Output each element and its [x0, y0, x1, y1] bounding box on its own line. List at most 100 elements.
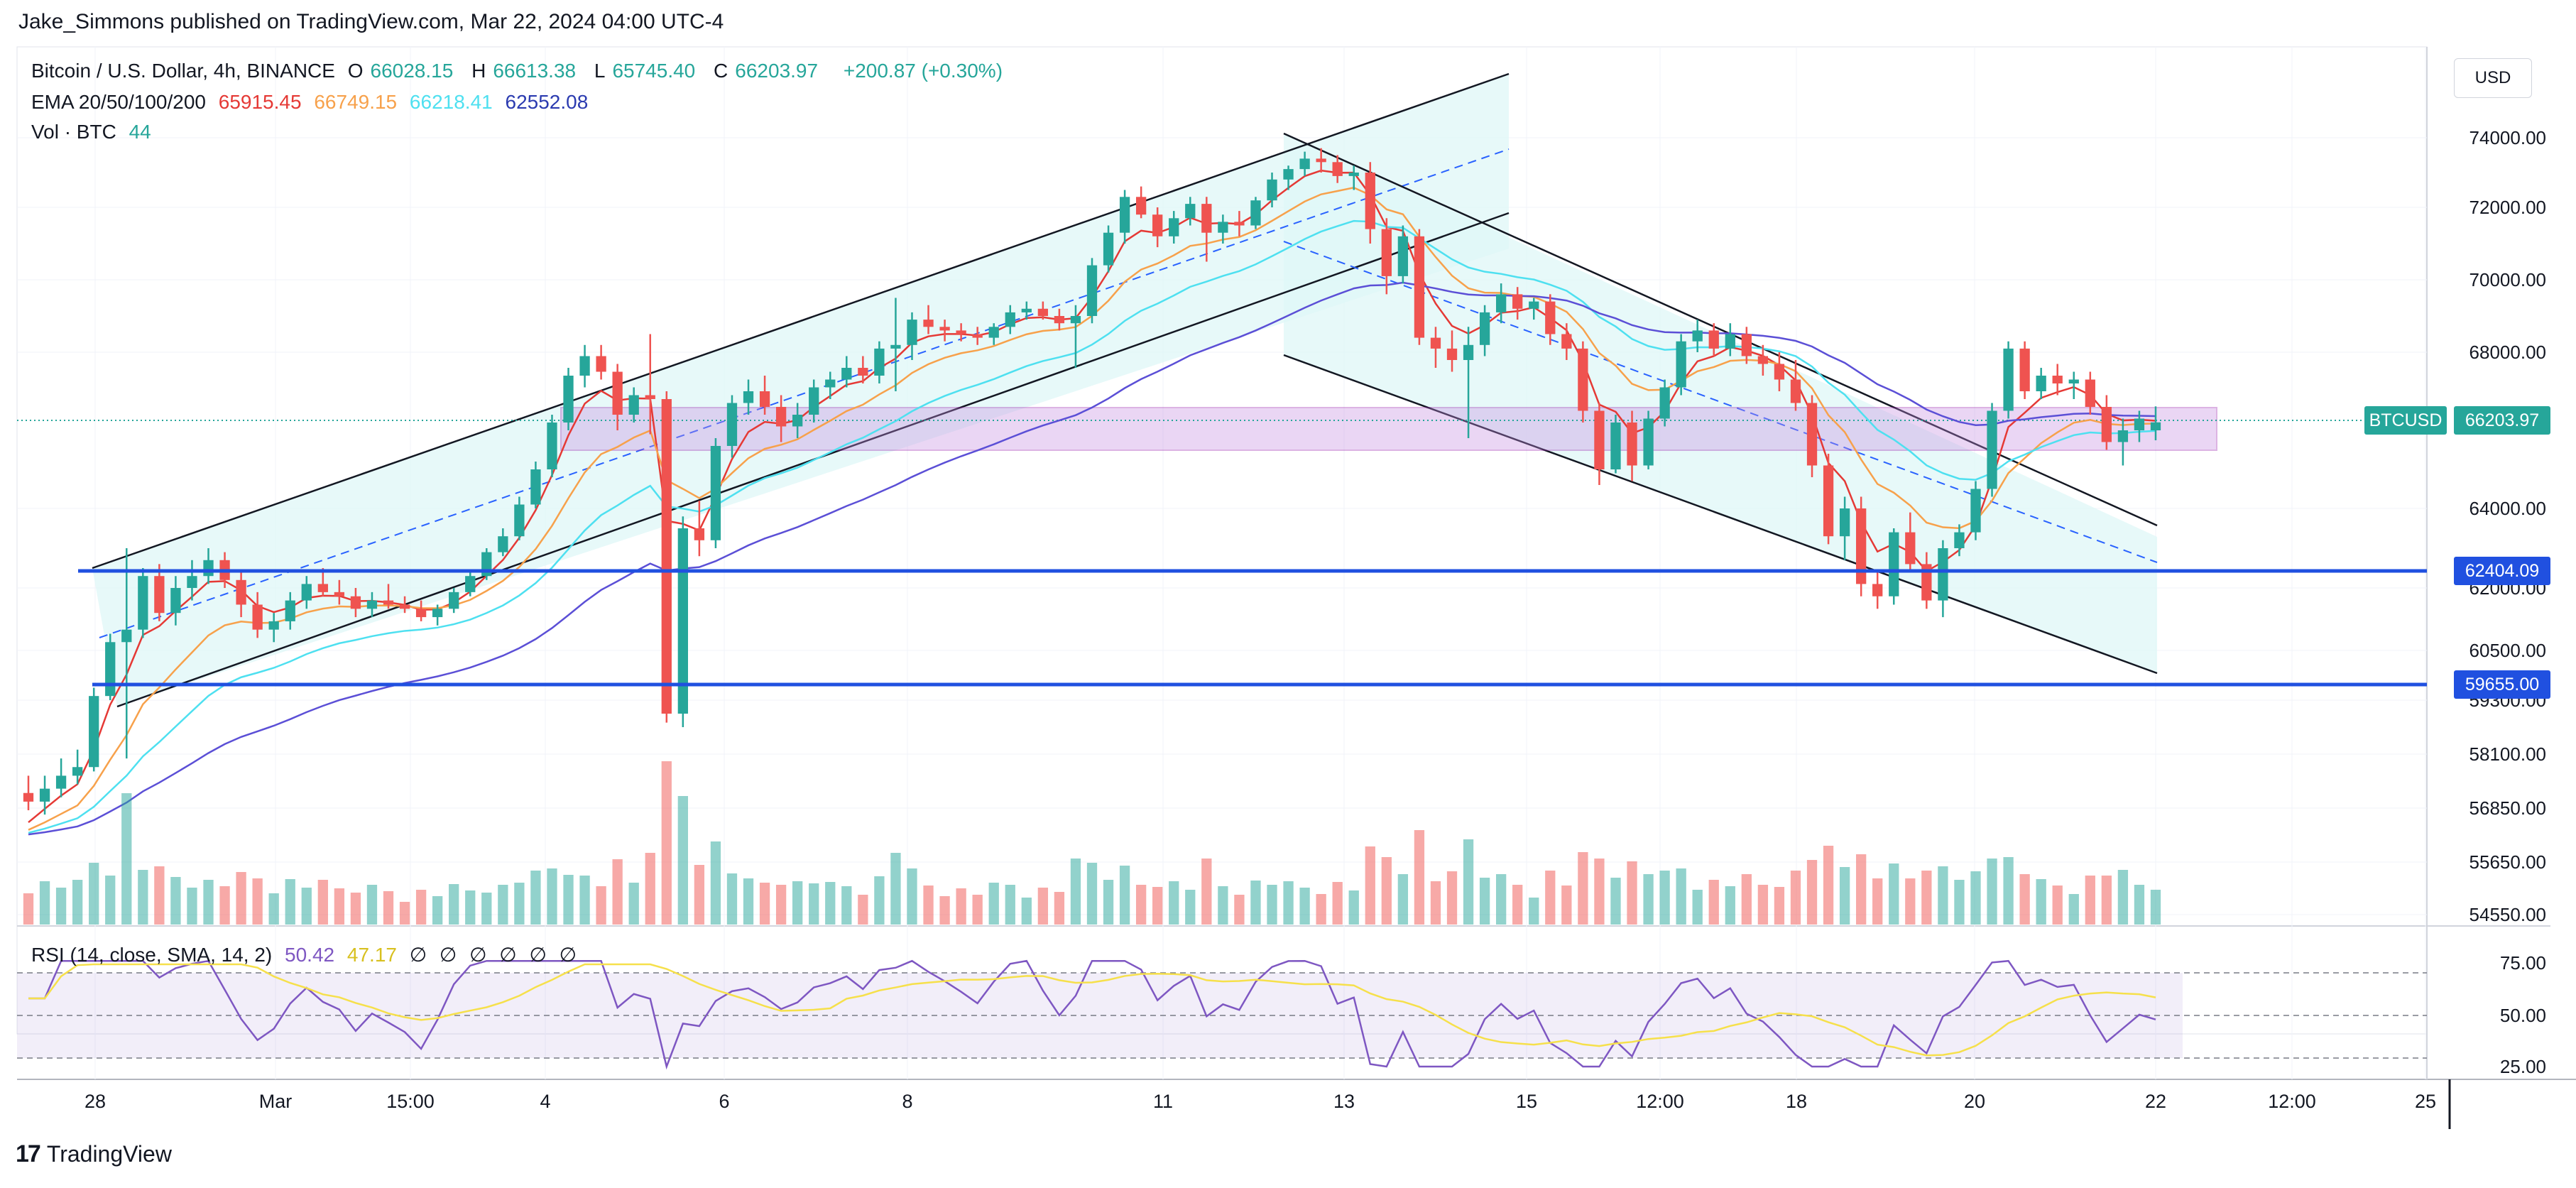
volume-bar: [1659, 871, 1670, 925]
volume-bar: [432, 896, 443, 925]
candle-body: [1365, 173, 1375, 229]
volume-bar: [1529, 898, 1539, 925]
volume-bar: [236, 872, 246, 925]
candle-body: [1561, 334, 1572, 349]
candle-body: [1970, 489, 1981, 533]
candle-body: [563, 376, 574, 423]
volume-bar: [2085, 876, 2095, 925]
volume-bar: [743, 878, 754, 925]
candle-body: [2036, 376, 2046, 391]
volume-bar: [874, 876, 885, 925]
y-axis-label: 72000.00: [2469, 197, 2546, 218]
volume-bar: [825, 882, 836, 925]
candle-body: [923, 320, 934, 327]
volume-bar: [1938, 866, 1948, 925]
volume-bar: [334, 888, 345, 925]
volume-bar: [2134, 885, 2145, 925]
volume-bar: [775, 885, 787, 925]
ema100-line: [28, 219, 2156, 834]
candle-body: [547, 423, 557, 469]
volume-bar: [1267, 885, 1277, 925]
volume-bar: [1741, 874, 1752, 925]
legend-row-ema: EMA 20/50/100/200 65915.45 66749.15 6621…: [31, 91, 595, 114]
candle-body: [1332, 162, 1343, 176]
candle-body: [1627, 423, 1637, 466]
candle-body: [1005, 312, 1015, 327]
volume-bar: [726, 873, 738, 925]
volume-bar: [547, 868, 557, 925]
candle-body: [1218, 222, 1228, 233]
volume-bar: [579, 876, 590, 925]
candle-body: [1938, 548, 1948, 601]
candle-body: [809, 387, 819, 415]
x-axis-label: Mar: [259, 1091, 293, 1112]
candle-body: [874, 348, 885, 376]
candle-body: [1659, 387, 1670, 419]
legend-ema100: 66218.41: [409, 91, 493, 113]
volume-bar: [645, 853, 655, 925]
last-price-tag: 66203.97: [2454, 406, 2550, 435]
candle-body: [1823, 465, 1834, 537]
volume-bar: [1152, 887, 1163, 925]
candle-body: [1610, 423, 1621, 469]
legend-rsi-extra-4: ∅: [529, 944, 547, 966]
volume-bar: [1905, 878, 1916, 925]
symbol-tag: BTCUSD: [2364, 406, 2447, 435]
volume-bar: [1446, 871, 1458, 925]
candle-body: [1479, 312, 1490, 345]
candle-body: [1446, 348, 1458, 360]
candle-body: [23, 792, 34, 802]
volume-bar: [285, 879, 295, 925]
volume-bar: [1889, 863, 1899, 925]
volume-bar: [1512, 885, 1523, 925]
legend-o-label: O: [347, 60, 364, 82]
candle-body: [694, 528, 705, 540]
x-axis-label: 11: [1153, 1091, 1173, 1112]
candle-body: [988, 327, 999, 338]
volume-bar: [677, 796, 688, 925]
volume-bar: [1643, 874, 1654, 925]
candle-body: [1152, 214, 1163, 236]
volume-bar: [1725, 886, 1735, 925]
y-axis-label: 54550.00: [2469, 904, 2546, 925]
volume-bar: [1627, 861, 1637, 925]
volume-bar: [1496, 874, 1507, 925]
legend-vol-label: Vol · BTC: [31, 121, 116, 143]
volume-bar: [1430, 881, 1441, 925]
candle-body: [1643, 418, 1654, 466]
candle-body: [2003, 348, 2014, 411]
candle-body: [612, 371, 623, 415]
rsi-axis-label: 50.00: [2500, 1005, 2546, 1026]
legend-vol-value: 44: [129, 121, 151, 143]
volume-bar: [1381, 857, 1392, 925]
legend-ema20: 65915.45: [218, 91, 302, 113]
candle-body: [1397, 236, 1409, 276]
candle-body: [2117, 430, 2129, 442]
volume-bar: [1774, 887, 1785, 925]
volume-bar: [449, 884, 459, 925]
candle-body: [1234, 222, 1245, 226]
candle-body: [1839, 508, 1850, 537]
tradingview-logo-text[interactable]: TradingView: [46, 1141, 172, 1167]
volume-bar: [1299, 888, 1310, 925]
candle-body: [1774, 364, 1785, 380]
publisher-line: Jake_Simmons published on TradingView.co…: [18, 10, 724, 33]
candle-body: [1021, 308, 1032, 312]
volume-bar: [563, 875, 574, 925]
candlesticks: [23, 148, 2161, 815]
x-axis-label: 15:00: [386, 1091, 435, 1112]
volume-bar: [1463, 839, 1474, 925]
candle-body: [1594, 410, 1605, 469]
volume-bar: [1037, 888, 1049, 925]
volume-bars: [23, 761, 2161, 925]
currency-button[interactable]: USD: [2454, 58, 2532, 98]
candle-body: [1463, 344, 1474, 360]
candle-body: [1806, 403, 1818, 466]
y-axis-label: 55650.00: [2469, 851, 2546, 873]
volume-bar: [121, 793, 132, 925]
candle-body: [1414, 236, 1425, 338]
tradingview-logo-icon[interactable]: 17: [16, 1140, 41, 1167]
volume-bar: [1234, 895, 1245, 925]
candle-body: [285, 600, 295, 621]
